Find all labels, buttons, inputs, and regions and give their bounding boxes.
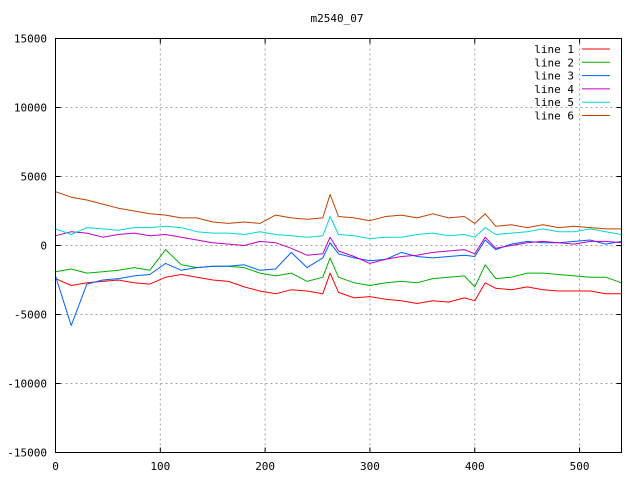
- series-line-6: [55, 191, 622, 230]
- legend-label-5: line 5: [534, 96, 574, 109]
- series-lines: [55, 191, 622, 326]
- series-line-2: [55, 249, 622, 288]
- y-tick-label: 0: [40, 240, 47, 253]
- chart-title: m2540_07: [311, 12, 364, 25]
- y-tick-label: 15000: [14, 33, 47, 46]
- x-tick-label: 0: [52, 460, 59, 473]
- x-tick-label: 300: [360, 460, 380, 473]
- x-tick-label: 400: [465, 460, 485, 473]
- y-tick-label: -15000: [7, 447, 47, 460]
- y-tick-label: 5000: [21, 171, 48, 184]
- legend-label-4: line 4: [534, 83, 574, 96]
- series-line-3: [55, 239, 622, 326]
- y-tick-label: -10000: [7, 378, 47, 391]
- grid: [55, 38, 622, 453]
- axes-ticks: 0 100 200 300 400 500 -15000 -10000 -5000 0 5000 10…: [7, 33, 622, 473]
- y-tick-label: 10000: [14, 102, 47, 115]
- legend-label-3: line 3: [534, 70, 574, 83]
- legend-label-6: line 6: [534, 110, 574, 123]
- x-tick-label: 200: [255, 460, 275, 473]
- series-line-1: [55, 272, 622, 304]
- series-line-5: [55, 216, 622, 240]
- y-tick-label: -5000: [14, 309, 47, 322]
- x-tick-label: 100: [150, 460, 170, 473]
- legend-label-1: line 1: [534, 43, 574, 56]
- series-line-4: [55, 231, 622, 264]
- legend-label-2: line 2: [534, 56, 574, 69]
- x-tick-label: 500: [570, 460, 590, 473]
